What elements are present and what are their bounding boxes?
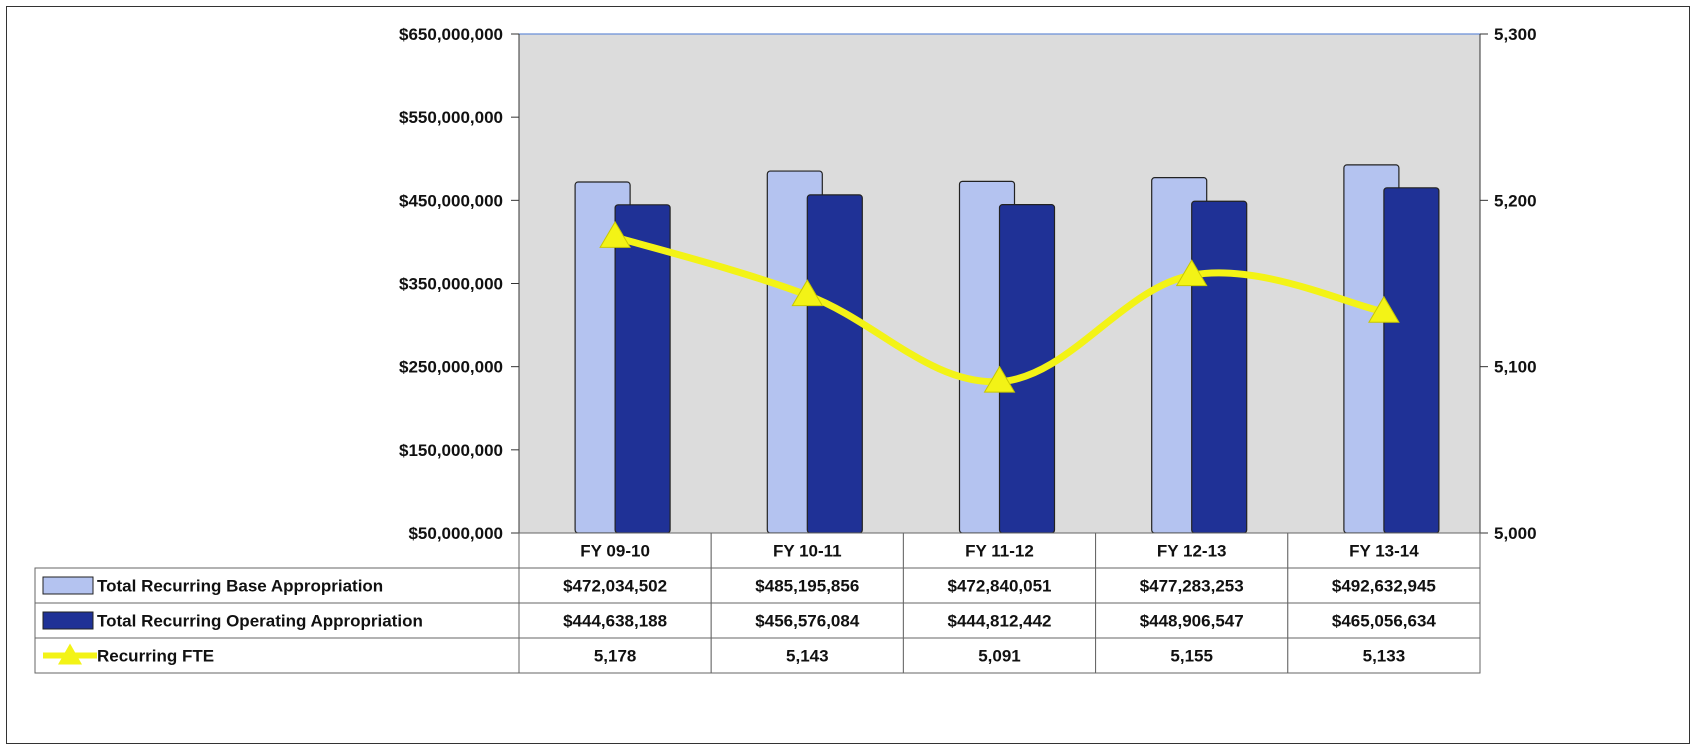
left-axis-tick-label: $250,000,000 [399, 358, 503, 377]
category-label: FY 12-13 [1157, 542, 1227, 561]
legend-swatch [42, 576, 94, 595]
left-axis-tick-label: $650,000,000 [399, 25, 503, 44]
right-axis-tick-label: 5,100 [1494, 358, 1537, 377]
bar [1191, 200, 1248, 534]
data-label: 5,143 [786, 647, 829, 666]
bar [806, 194, 863, 534]
fte-point-marker [791, 279, 824, 307]
table-cell [1095, 637, 1289, 674]
data-label: 5,091 [978, 647, 1021, 666]
data-label: 5,155 [1170, 647, 1213, 666]
legend-label: Total Recurring Operating Appropriation [97, 612, 423, 631]
left-axis-tick-label: $50,000,000 [408, 524, 503, 543]
chart-frame: $50,000,000 $150,000,000 $250,000,000 $350,… [6, 6, 1690, 744]
table-cell [518, 567, 712, 604]
category-label: FY 09-10 [580, 542, 650, 561]
legend-label: Recurring FTE [97, 647, 214, 666]
fte-point-marker [1368, 295, 1400, 323]
data-label: 5,133 [1363, 647, 1406, 666]
left-axis-tick-label: $150,000,000 [399, 441, 503, 460]
left-axis-tick-label: $450,000,000 [399, 191, 503, 210]
fte-point-marker [599, 220, 631, 248]
fte-point-marker [983, 365, 1016, 393]
right-axis-tick-label: 5,300 [1494, 25, 1537, 44]
legend-cell [34, 567, 520, 604]
legend-cell [34, 602, 520, 639]
data-label: 5,178 [594, 647, 637, 666]
data-label: $448,906,547 [1140, 612, 1244, 631]
legend-marker-swatch [58, 643, 82, 665]
table-cell [710, 567, 904, 604]
data-label: $444,812,442 [948, 612, 1052, 631]
data-label: $456,576,084 [755, 612, 860, 631]
category-label: FY 10-11 [773, 542, 842, 561]
data-label: $472,034,502 [563, 577, 667, 596]
data-label: $465,056,634 [1332, 612, 1437, 631]
table-header-cell [1095, 532, 1289, 569]
table-header-cell [1287, 532, 1481, 569]
table-header-cell [710, 532, 904, 569]
data-label: $472,840,051 [948, 577, 1052, 596]
data-label: $477,283,253 [1140, 577, 1244, 596]
right-axis-tick-label: 5,200 [1494, 191, 1537, 210]
table-cell [518, 637, 712, 674]
left-axis-tick-label: $550,000,000 [399, 108, 503, 127]
right-axis-tick-label: 5,000 [1494, 524, 1537, 543]
bar [614, 204, 671, 534]
table-header-cell [902, 532, 1097, 569]
category-label: FY 13-14 [1349, 542, 1419, 561]
legend-label: Total Recurring Base Appropriation [97, 577, 383, 596]
legend-swatch [42, 611, 94, 630]
left-axis-tick-label: $350,000,000 [399, 275, 503, 294]
fte-point-marker [1175, 259, 1208, 287]
table-cell [1095, 567, 1289, 604]
category-label: FY 11-12 [965, 542, 1034, 561]
data-label: $485,195,856 [755, 577, 859, 596]
table-cell [710, 602, 904, 639]
bar [1383, 187, 1440, 534]
data-label: $444,638,188 [563, 612, 667, 631]
chart-svg: $50,000,000 $150,000,000 $250,000,000 $350,… [34, 25, 1537, 674]
table-cell [1287, 637, 1481, 674]
data-label: $492,632,945 [1332, 577, 1436, 596]
table-cell [902, 637, 1097, 674]
